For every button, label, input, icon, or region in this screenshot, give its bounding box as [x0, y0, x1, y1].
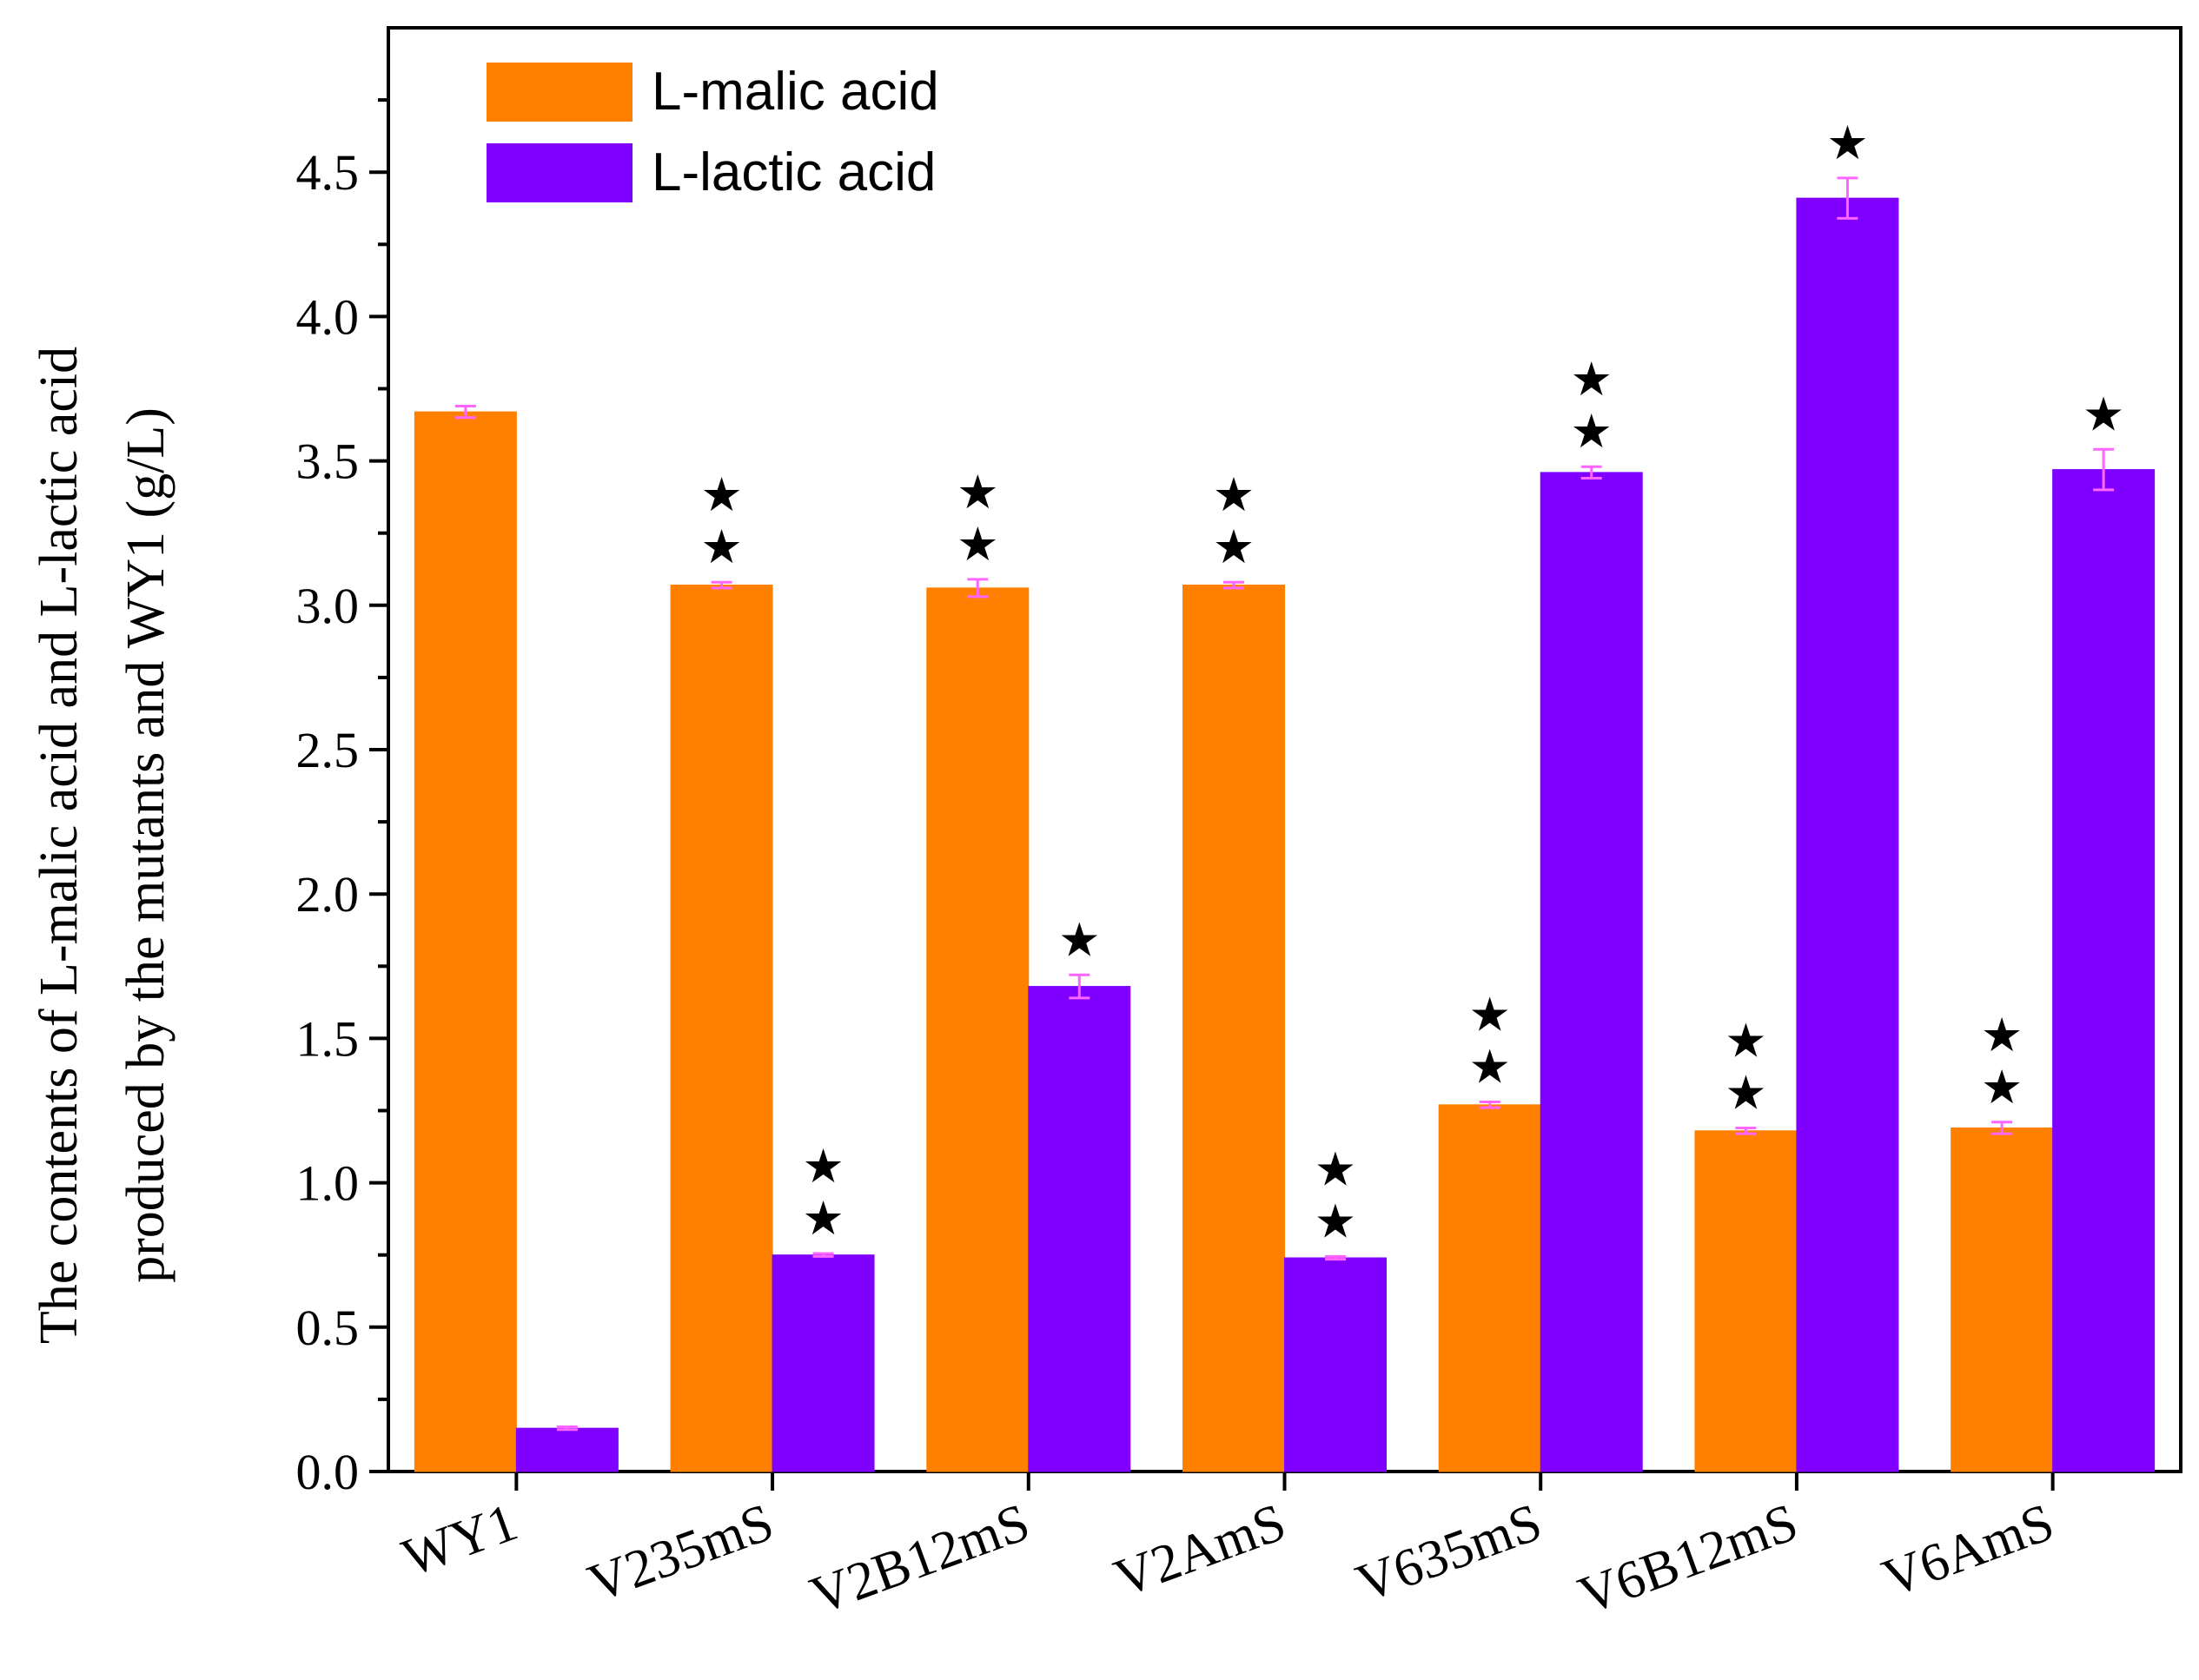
bar-malic	[670, 585, 773, 1472]
significance-star: ★	[1213, 467, 1255, 522]
significance-star: ★	[1725, 1013, 1766, 1068]
x-category-label: V6AmS	[1875, 1492, 2061, 1608]
x-category-label: V6B12mS	[1571, 1492, 1805, 1625]
significance-star: ★	[802, 1139, 844, 1194]
significance-star: ★	[802, 1191, 844, 1246]
bar-lactic	[2052, 469, 2156, 1472]
y-tick-label: 1.5	[296, 1010, 360, 1067]
y-tick-label: 3.5	[296, 433, 360, 490]
y-tick-label: 3.0	[296, 578, 360, 634]
x-category-label: V2AmS	[1107, 1492, 1293, 1608]
y-axis-title-line: produced by the mutants and WY1 (g/L)	[116, 407, 176, 1283]
significance-star: ★	[1571, 404, 1613, 459]
significance-star: ★	[1315, 1141, 1356, 1196]
y-axis-title-line: The contents of L-malic acid and L-lacti…	[30, 347, 89, 1344]
x-category-label: WY1	[395, 1492, 525, 1588]
legend-swatch-lactic	[487, 143, 633, 202]
significance-star: ★	[957, 465, 998, 519]
y-tick-label: 4.5	[296, 144, 360, 201]
y-tick-label: 1.0	[296, 1155, 360, 1212]
y-tick-label: 0.5	[296, 1300, 360, 1356]
bar-malic	[1182, 585, 1285, 1472]
x-category-label: V235mS	[580, 1492, 780, 1613]
bar-malic	[414, 411, 517, 1472]
legend-swatch-malic	[487, 63, 633, 122]
bar-lactic	[1540, 472, 1643, 1472]
y-tick-label: 0.0	[296, 1444, 360, 1500]
bar-lactic	[1028, 986, 1131, 1472]
significance-star: ★	[2083, 387, 2124, 441]
significance-star: ★	[1725, 1065, 1766, 1120]
significance-star: ★	[700, 467, 742, 522]
legend-label-lactic: L-lactic acid	[652, 142, 936, 202]
x-category-label: V2B12mS	[803, 1492, 1037, 1625]
bar-lactic	[772, 1254, 875, 1472]
significance-star: ★	[700, 519, 742, 574]
significance-star: ★	[1981, 1060, 2023, 1114]
bar-lactic	[1796, 197, 1899, 1472]
y-tick-label: 2.0	[296, 866, 360, 923]
significance-star: ★	[1315, 1194, 1356, 1248]
bar-malic	[926, 587, 1030, 1472]
bar-lactic	[1284, 1257, 1387, 1472]
significance-star: ★	[1826, 116, 1868, 170]
significance-star: ★	[1571, 352, 1613, 407]
bar-malic	[1438, 1104, 1541, 1472]
bar-malic	[1951, 1127, 2054, 1472]
y-tick-label: 4.0	[296, 288, 360, 345]
y-tick-label: 2.5	[296, 722, 360, 778]
bar-lactic	[515, 1427, 619, 1472]
significance-star: ★	[1469, 1040, 1511, 1095]
significance-star: ★	[1981, 1008, 2023, 1062]
significance-star: ★	[957, 517, 998, 572]
significance-star: ★	[1058, 912, 1100, 967]
x-category-label: V635mS	[1349, 1492, 1549, 1613]
significance-star: ★	[1469, 988, 1511, 1042]
bar-malic	[1694, 1130, 1798, 1472]
significance-star: ★	[1213, 519, 1255, 574]
legend-label-malic: L-malic acid	[652, 62, 939, 122]
